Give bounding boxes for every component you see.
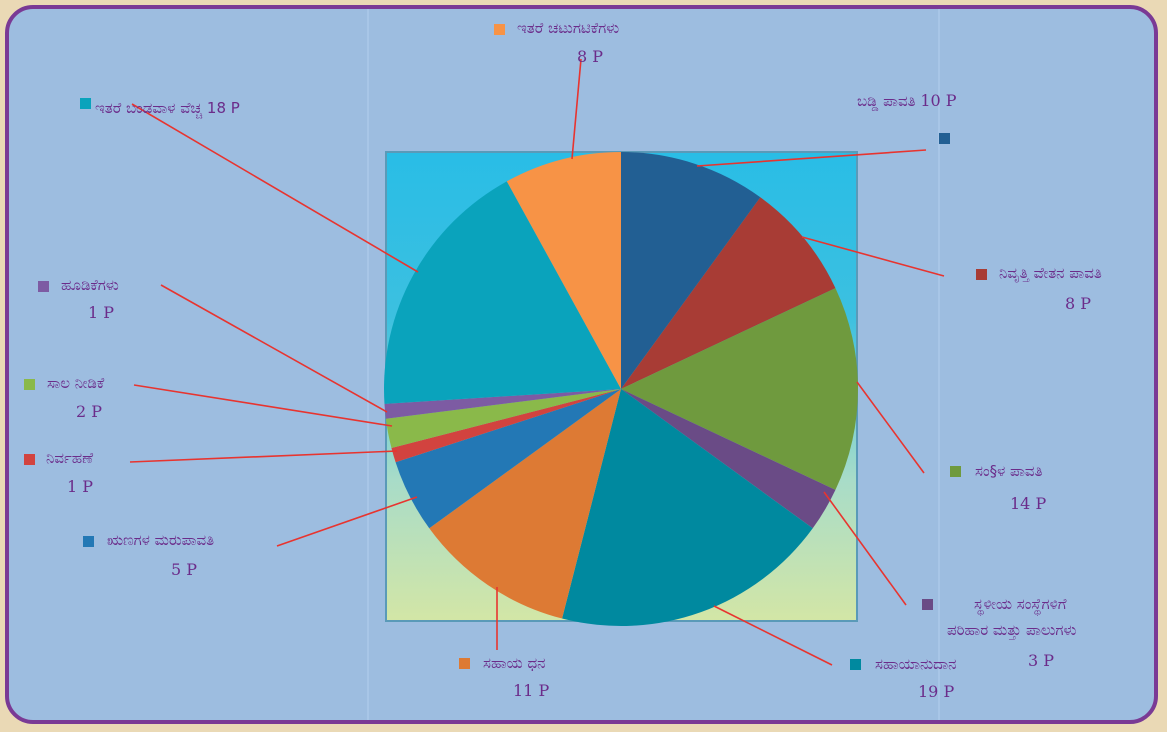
pie-slice-1	[621, 197, 836, 389]
value-nivrutti: 8 P	[1065, 294, 1092, 313]
pie-slice-11	[506, 152, 621, 389]
value-nirvahane: 1 P	[67, 477, 94, 496]
label-itare-bandavala: ಇತರೆ ಬಂಡವಾಳ ವೆಚ್ಚ 18 P	[95, 99, 240, 117]
label-sthaliya-line2: ಪರಿಹಾರ ಮತ್ತು ಪಾಲುಗಳು	[947, 621, 1077, 639]
pie-slice-2	[621, 288, 858, 490]
leader-line-6	[276, 496, 418, 547]
value-sthaliya: 3 P	[1028, 651, 1055, 670]
leader-line-7	[129, 450, 398, 463]
value-runagala: 5 P	[171, 560, 198, 579]
pie-slice-3	[621, 389, 836, 529]
label-hoodike: ಹೂಡಿಕೆಗಳು	[61, 276, 119, 294]
pie-slice-6	[395, 389, 621, 529]
label-nivrutti: ನಿವೃತ್ತಿ ವೇತನ ಪಾವತಿ	[999, 264, 1102, 282]
leader-line-11	[571, 58, 582, 160]
value-sahaya-dhana: 11 P	[513, 681, 550, 700]
legend-swatch-sahayanudana	[850, 659, 861, 670]
label-saala: ಸಾಲ ನೀಡಿಕೆ	[47, 374, 105, 392]
label-runagala: ಋಣಗಳ ಮರುಪಾವತಿ	[107, 531, 215, 549]
value-hoodike: 1 P	[88, 303, 115, 322]
label-sahaya-dhana: ಸಹಾಯ ಧನ	[483, 654, 546, 672]
legend-swatch-itare-bandavala	[80, 98, 91, 109]
label-sambala: ಸಂ§ಳ ಪಾವತಿ	[975, 462, 1043, 480]
pie-slice-0	[621, 152, 761, 389]
legend-swatch-badaddi	[939, 133, 950, 144]
leader-line-10	[131, 103, 419, 273]
legend-swatch-saala	[24, 379, 35, 390]
pie-slice-8	[385, 389, 621, 448]
label-nirvahane: ನಿರ್ವಹಣೆ	[46, 449, 94, 467]
legend-swatch-itare-chatu	[494, 24, 505, 35]
chart-frame: ಬಡ್ಡಿ ಪಾವತಿ 10 P ನಿವೃತ್ತಿ ವೇತನ ಪಾವತಿ 8 P…	[5, 5, 1158, 724]
label-badaddi: ಬಡ್ಡಿ ಪಾವತಿ 10 P	[857, 91, 957, 111]
legend-swatch-hoodike	[38, 281, 49, 292]
leader-line-1	[801, 236, 945, 277]
legend-swatch-sambala	[950, 466, 961, 477]
legend-swatch-nirvahane	[24, 454, 35, 465]
value-sahayanudana: 19 P	[918, 682, 955, 701]
value-saala: 2 P	[76, 402, 103, 421]
pie-slice-10	[384, 181, 621, 404]
legend-swatch-sahaya-dhana	[459, 658, 470, 669]
pie-chart	[129, 9, 945, 720]
label-itare-chatu: ಇತರೆ ಚಟುಗಟಿಕೆಗಳು	[517, 19, 620, 37]
leader-line-2	[856, 381, 925, 474]
value-sambala: 14 P	[1010, 494, 1047, 513]
leader-line-4	[713, 605, 833, 666]
pie-slice-9	[384, 389, 621, 419]
legend-swatch-runagala	[83, 536, 94, 547]
pie-slice-5	[429, 389, 621, 619]
leader-line-3	[823, 491, 907, 606]
label-sahayanudana: ಸಹಾಯಾನುದಾನ	[875, 655, 957, 673]
leader-line-8	[133, 384, 393, 427]
legend-swatch-sthaliya	[922, 599, 933, 610]
pie-slice-4	[562, 389, 813, 626]
pie-slice-7	[391, 389, 621, 463]
value-itare-chatu: 8 P	[577, 47, 604, 66]
label-sthaliya-line1: ಸ್ಥಳೀಯ ಸಂಸ್ಥೆಗಳಿಗೆ	[974, 595, 1067, 613]
leader-line-9	[160, 284, 388, 413]
leader-line-0	[696, 149, 927, 167]
legend-swatch-nivrutti	[976, 269, 987, 280]
